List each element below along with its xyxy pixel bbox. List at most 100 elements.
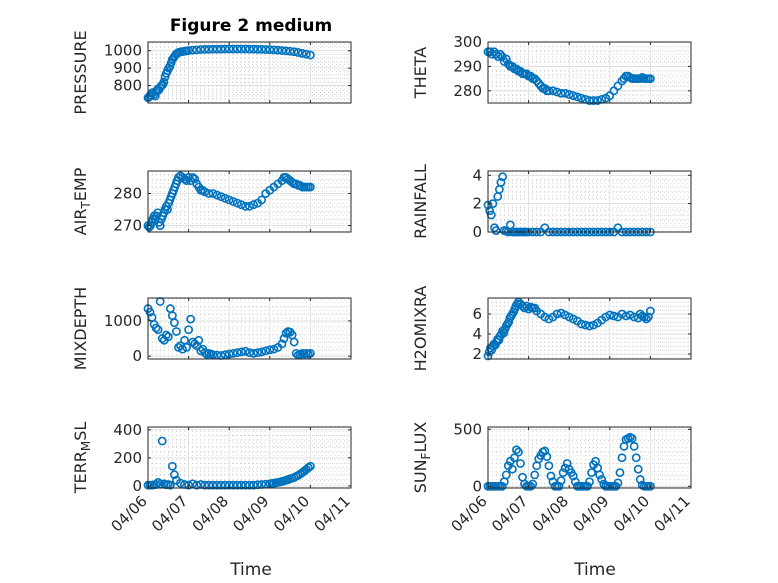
data-point [597, 475, 607, 484]
data-point [291, 348, 301, 358]
data-point [188, 173, 198, 182]
subplot-rainfall: 0 2 4 RAINFALL [411, 164, 692, 241]
data-point [289, 337, 299, 347]
data-point [564, 90, 574, 99]
data-point [540, 446, 550, 456]
data-point [182, 342, 191, 352]
x-tick-label: 04/06 [448, 492, 491, 535]
data-point [146, 90, 155, 100]
data-point [257, 195, 267, 205]
data-point [216, 44, 226, 54]
data-point [232, 44, 242, 54]
data-point [498, 172, 508, 182]
data-point [639, 312, 649, 322]
data-point [585, 321, 594, 331]
y-axis-label: TERRMSL [71, 422, 93, 495]
data-point [493, 52, 503, 62]
x-tick-label: 04/07 [148, 492, 191, 535]
data-point [163, 332, 173, 342]
x-tick-label: 04/08 [529, 492, 572, 535]
y-tick-label: 0 [472, 223, 482, 241]
data-point [184, 325, 193, 335]
data-point [157, 436, 167, 446]
data-point [200, 187, 210, 197]
data-point [174, 342, 183, 352]
data-point [188, 479, 198, 489]
x-axis [487, 298, 692, 359]
data-point [265, 45, 275, 55]
data-point [576, 93, 586, 103]
x-axis [487, 171, 692, 232]
data-point [301, 49, 311, 59]
data-point [144, 222, 154, 232]
data-point [194, 335, 204, 345]
axes-frame [147, 297, 352, 360]
data-point [200, 44, 210, 54]
data-point [530, 470, 540, 480]
data-point [621, 311, 631, 321]
data-point [615, 468, 625, 478]
data-point [641, 314, 651, 324]
data-point [560, 463, 570, 473]
data-point [169, 318, 179, 328]
data-point [208, 189, 218, 198]
data-point [491, 226, 501, 235]
data-point [204, 189, 214, 198]
data-point [188, 45, 198, 55]
data-point [241, 201, 250, 211]
y-tick-label: 400 [113, 421, 142, 439]
data-point [208, 350, 218, 360]
y-tick-label: 6 [472, 305, 482, 323]
y-tick-label: 2 [472, 195, 482, 213]
data-point [305, 461, 315, 471]
data-point [568, 471, 578, 481]
x-axis [147, 298, 352, 359]
data-point [509, 453, 519, 463]
subplot-theta: 280 290 300 THETA [411, 33, 692, 105]
data-point [261, 346, 271, 356]
axes-frame [147, 41, 352, 104]
axes-background [147, 170, 352, 233]
data-point [249, 348, 258, 358]
axes-frame [147, 170, 352, 233]
data-point [646, 306, 655, 316]
data-point [169, 470, 179, 480]
data-point [560, 88, 570, 98]
data-point [186, 314, 196, 324]
data-point [200, 480, 210, 490]
x-axis [147, 42, 352, 103]
y-axis-label: MIXDEPTH [71, 287, 90, 370]
data-point [552, 309, 562, 319]
x-tick-label: 04/11 [651, 492, 694, 535]
y-tick-label: 280 [453, 82, 482, 100]
data-point [253, 44, 263, 54]
data-point [261, 45, 271, 54]
data-point [220, 44, 230, 54]
subplot-mixdepth: 0 1000 MIXDEPTH [71, 287, 352, 370]
x-tick-label: 04/07 [488, 492, 531, 535]
data-point [159, 77, 169, 87]
y-axis-label: THETA [411, 47, 430, 99]
data-point [627, 434, 637, 443]
data-point [241, 346, 250, 356]
data-point [245, 348, 254, 358]
y-tick-label: 1000 [104, 42, 142, 60]
data-point [208, 480, 218, 490]
data-point [546, 471, 556, 481]
series-markers [143, 297, 315, 360]
data-point [595, 470, 605, 480]
data-point [520, 303, 529, 313]
data-point [526, 481, 536, 491]
data-point [212, 480, 222, 490]
major-grid [148, 171, 351, 232]
data-point [501, 54, 511, 64]
y-axis: 0 1000 [104, 312, 351, 365]
data-point [200, 348, 210, 358]
y-axis-label: RAINFALL [411, 164, 430, 239]
data-point [568, 91, 578, 101]
axes-frame [487, 41, 692, 104]
series-markers [143, 436, 315, 490]
